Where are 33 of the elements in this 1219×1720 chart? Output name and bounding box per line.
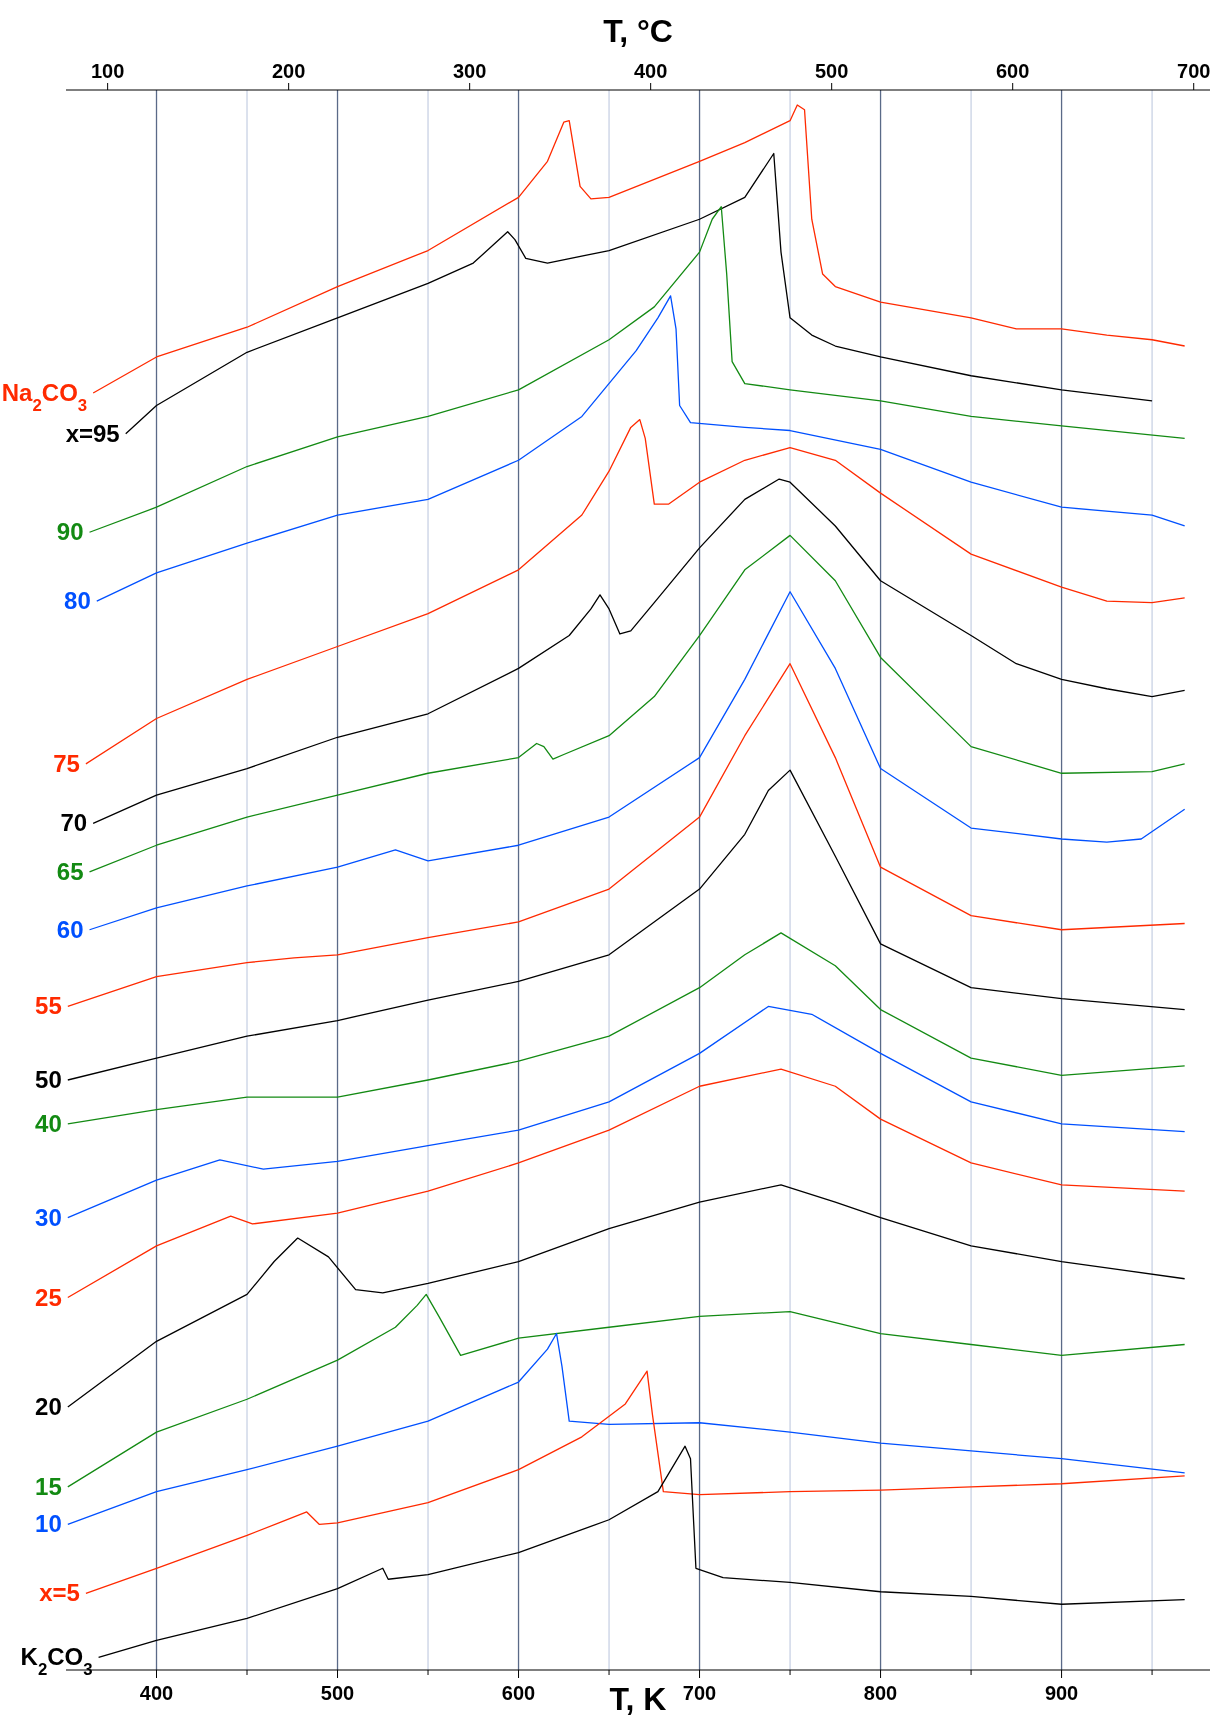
series-label: x=5	[39, 1579, 80, 1607]
series-label: 90	[56, 518, 84, 546]
x2-tick-label: 400	[633, 60, 668, 82]
series-label: 15	[35, 1472, 62, 1500]
series-label: x=95	[65, 419, 120, 447]
series-label: 20	[35, 1393, 62, 1421]
series-label: 75	[53, 749, 80, 777]
series-label: 30	[35, 1203, 62, 1231]
series-label: 50	[35, 1065, 62, 1093]
x-tick-label: 600	[501, 1682, 536, 1704]
x-tick-label: 400	[139, 1682, 174, 1704]
x-tick-label: 700	[682, 1682, 717, 1704]
series-label: 10	[35, 1510, 62, 1538]
series-label: 55	[35, 992, 62, 1020]
series-label: 80	[64, 587, 91, 615]
x2-tick-label: 200	[271, 60, 306, 82]
x2-tick-label: 300	[452, 60, 487, 82]
x2-tick-label: 500	[815, 60, 849, 82]
x-tick-label: 900	[1044, 1682, 1079, 1704]
x2-tick-label: 700	[1177, 60, 1211, 82]
x-tick-label: 500	[320, 1682, 355, 1704]
series-label: K$_{2}$CO$_{3}$	[20, 1643, 93, 1679]
x2-axis-title: T, °C	[603, 13, 673, 49]
x-axis-title: T, K	[609, 1681, 667, 1717]
series-label: Na$_{2}$CO$_{3}$	[1, 378, 88, 415]
x-tick-label: 800	[863, 1682, 898, 1704]
x2-tick-label: 600	[996, 60, 1030, 82]
series-label: 70	[60, 809, 88, 837]
series-label: 60	[56, 915, 84, 943]
series-label: 40	[35, 1109, 62, 1137]
series-label: 25	[35, 1283, 62, 1311]
x2-tick-label: 100	[90, 60, 125, 82]
series-label: 65	[56, 857, 84, 885]
